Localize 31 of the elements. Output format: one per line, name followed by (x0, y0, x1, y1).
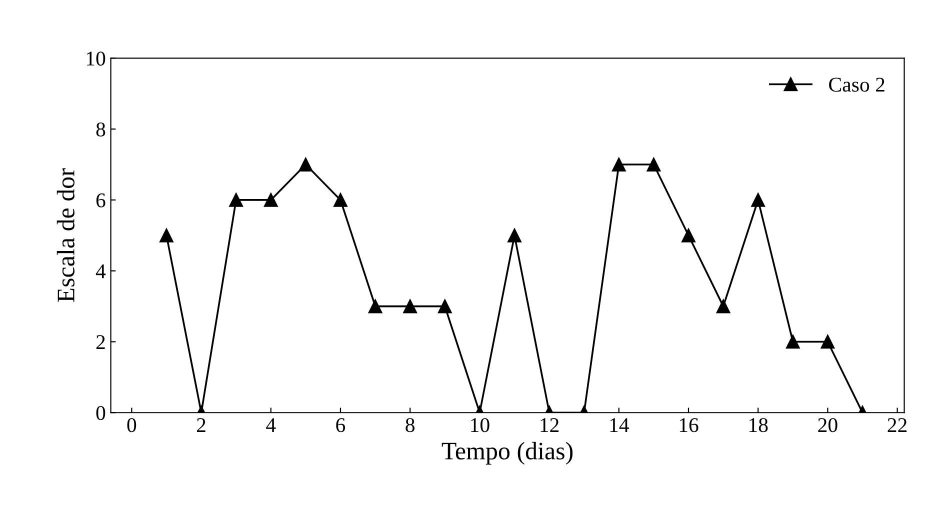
x-tick-label: 0 (127, 418, 136, 432)
x-tick-label: 12 (540, 418, 559, 432)
x-tick-label: 10 (471, 418, 490, 432)
x-tick-label: 4 (266, 418, 276, 432)
point (298, 158, 313, 172)
point (751, 193, 766, 207)
x-tick-label: 18 (750, 418, 768, 432)
y-tick-label: 2 (96, 335, 105, 349)
x-tick-label: 22 (888, 418, 907, 432)
point (160, 228, 174, 242)
y-tick-label: 6 (96, 193, 106, 208)
x-tick-label: 8 (406, 418, 414, 432)
point (229, 193, 244, 207)
y-axis-title: Escala de dor (56, 168, 74, 302)
x-tick-label: 14 (610, 418, 629, 432)
x-tick-label: 6 (336, 418, 346, 432)
x-tick-label: 16 (680, 418, 698, 432)
point (682, 228, 696, 242)
point (646, 158, 661, 172)
x-tick-label: 20 (818, 418, 838, 432)
point (612, 158, 626, 172)
y-tick-label: 10 (86, 52, 106, 66)
y-tick-label: 8 (96, 122, 106, 137)
x-tick-label: 2 (196, 418, 206, 432)
point (508, 228, 522, 242)
y-tick-label: 0 (96, 406, 106, 420)
legend-label: Caso 2 (829, 78, 884, 92)
point (264, 193, 278, 207)
point (334, 193, 348, 207)
x-axis-title: Tempo (dias) (442, 442, 573, 465)
y-tick-label: 4 (96, 264, 106, 278)
